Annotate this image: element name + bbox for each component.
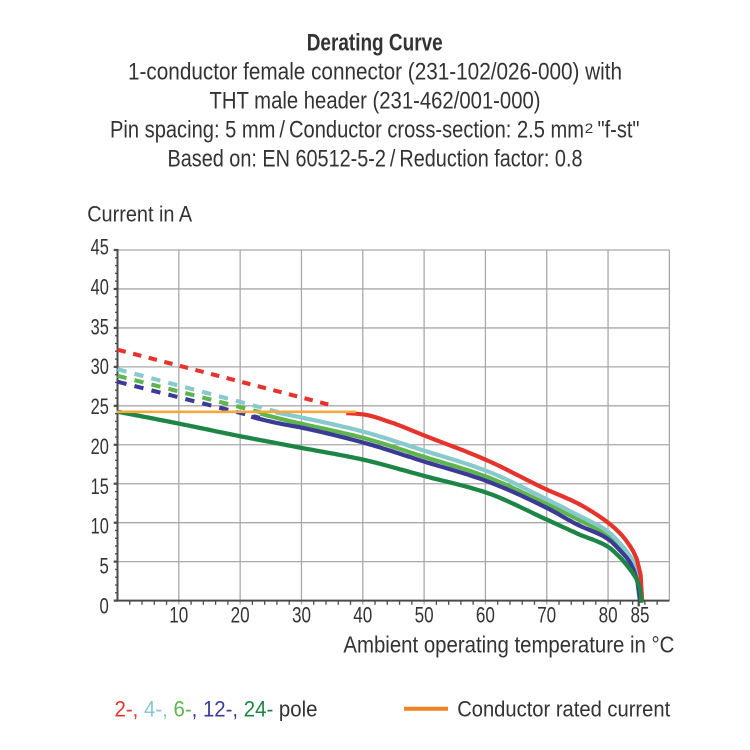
svg-text:5: 5 [100,554,109,579]
svg-text:70: 70 [537,603,556,628]
svg-text:30: 30 [292,603,311,628]
svg-text:30: 30 [91,354,109,379]
svg-text:10: 10 [169,603,188,628]
svg-text:Conductor rated current: Conductor rated current [457,696,671,721]
svg-text:1-conductor female connector (: 1-conductor female connector (231-102/02… [128,60,622,86]
svg-text:20: 20 [231,603,250,628]
svg-text:35: 35 [91,314,109,339]
svg-text:40: 40 [91,275,109,300]
svg-text:50: 50 [415,603,434,628]
svg-text:THT male header (231-462/001-0: THT male header (231-462/001-000) [210,89,541,115]
svg-text:Pin spacing: 5 mm / Conductor: Pin spacing: 5 mm / Conductor cross-sect… [110,118,584,144]
svg-text:2: 2 [585,121,594,136]
svg-text:Current in A: Current in A [87,201,192,226]
svg-text:80: 80 [599,603,618,628]
svg-text:Ambient operating temperature: Ambient operating temperature in °C [343,632,674,658]
svg-text:45: 45 [91,235,109,260]
svg-text:20: 20 [91,434,109,459]
svg-text:60: 60 [476,603,495,628]
svg-text:0: 0 [100,593,109,618]
svg-text:10: 10 [91,514,109,539]
svg-text:Derating Curve: Derating Curve [307,30,443,56]
svg-text:40: 40 [353,603,372,628]
svg-text:2-, 4-, 6-, 12-, 24- pole: 2-, 4-, 6-, 12-, 24- pole [115,696,318,721]
svg-text:"f-st": "f-st" [598,118,640,144]
svg-text:15: 15 [91,474,109,499]
svg-text:Based on: EN 60512-5-2 / Reduc: Based on: EN 60512-5-2 / Reduction facto… [168,147,583,173]
svg-text:25: 25 [91,394,109,419]
svg-text:85: 85 [631,603,650,628]
